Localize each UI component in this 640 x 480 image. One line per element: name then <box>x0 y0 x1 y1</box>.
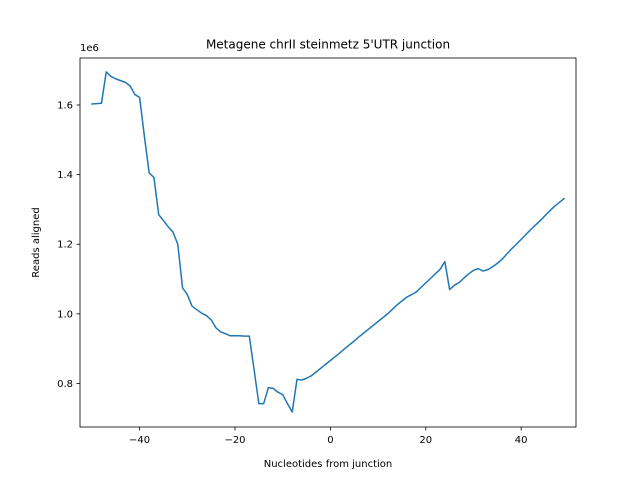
axes-frame <box>79 57 577 428</box>
y-tick-label: 1.0 <box>57 309 73 320</box>
x-tick-label: 0 <box>327 435 333 446</box>
y-axis-title: Reads aligned <box>31 207 42 277</box>
y-axis: 0.8 1.0 1.2 1.4 1.6 <box>57 100 80 390</box>
x-axis-title: Nucleotides from junction <box>264 459 393 470</box>
y-tick-label: 0.8 <box>57 379 73 390</box>
x-tick-label: −40 <box>129 435 150 446</box>
y-tick-label: 1.2 <box>57 240 73 251</box>
y-tick-label: 1.6 <box>57 100 73 111</box>
x-axis: −40 −20 0 20 40 <box>129 427 528 446</box>
y-tick-label: 1.4 <box>57 170 73 181</box>
x-tick-label: −20 <box>224 435 245 446</box>
x-tick-label: 20 <box>419 435 432 446</box>
series-line <box>91 71 566 413</box>
y-offset-label: 1e6 <box>80 43 99 54</box>
x-tick-label: 40 <box>515 435 528 446</box>
plot-area <box>91 71 566 413</box>
chart-title: Metagene chrII steinmetz 5'UTR junction <box>206 38 450 52</box>
